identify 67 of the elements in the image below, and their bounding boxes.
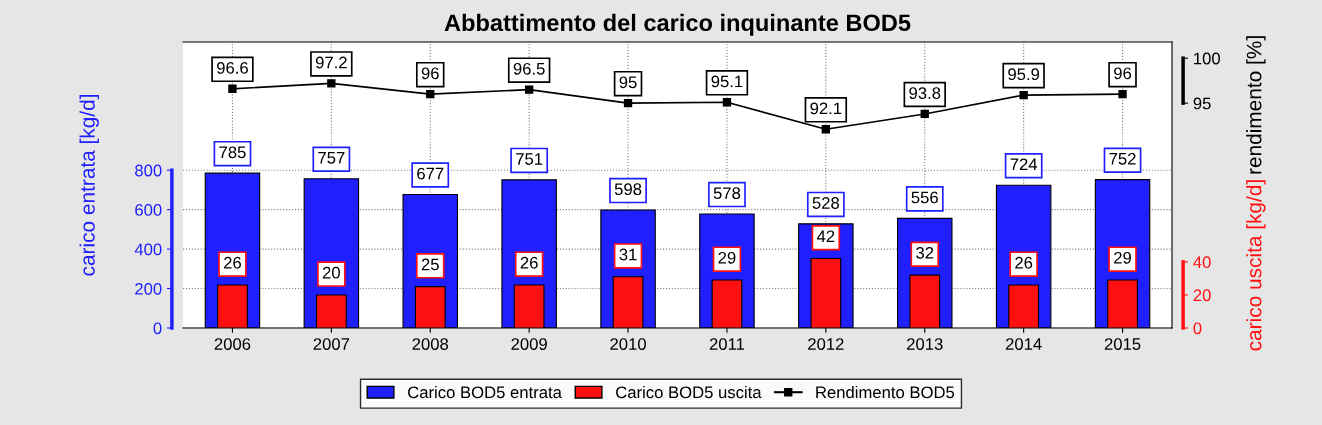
x-tick-label: 2007 <box>313 338 350 350</box>
data-label: 751 <box>516 153 543 165</box>
data-label: 757 <box>318 152 345 164</box>
data-label: 26 <box>224 256 241 269</box>
y-tick-label: 0 <box>153 322 162 335</box>
x-tick-label: 2013 <box>907 338 943 350</box>
data-label: 31 <box>619 248 637 261</box>
data-label: 29 <box>1114 251 1132 264</box>
data-label: 785 <box>219 146 246 159</box>
data-label: 96 <box>421 67 439 80</box>
y-tick-label: 200 <box>135 282 162 295</box>
point <box>1118 89 1127 99</box>
legend-label: Carico BOD5 uscita <box>616 385 762 399</box>
x-tick-label: 2008 <box>412 338 449 350</box>
data-label: 752 <box>1109 152 1136 165</box>
x-tick-label: 2009 <box>511 338 547 350</box>
data-label: 724 <box>1010 158 1038 171</box>
y2-axis-title: carico uscita [kg/d] <box>1246 180 1266 351</box>
data-label: 95.9 <box>1008 68 1040 81</box>
data-label: 598 <box>614 183 642 196</box>
y2-tick-label: 0 <box>1193 322 1202 335</box>
x-tick-label: 2006 <box>214 338 251 350</box>
data-label: 677 <box>417 167 444 180</box>
data-label: 93.8 <box>909 87 941 99</box>
data-label: 528 <box>812 197 840 209</box>
y-tick-label: 600 <box>135 204 162 216</box>
data-label: 96 <box>1114 67 1132 80</box>
y2-tick-label: 20 <box>1193 289 1211 302</box>
data-label: 578 <box>713 187 741 200</box>
data-label: 26 <box>1015 256 1033 269</box>
point <box>327 79 336 88</box>
data-label: 29 <box>718 251 736 264</box>
y3-tick-label: 95 <box>1193 97 1211 110</box>
y3-tick-label: 100 <box>1194 52 1220 65</box>
y-axis-title: carico entrata [kg/d] <box>79 95 99 276</box>
legend-label: Rendimento BOD5 <box>816 385 955 399</box>
data-label: 92.1 <box>810 102 842 115</box>
data-label: 32 <box>916 246 934 259</box>
point <box>228 84 237 93</box>
data-label: 96.5 <box>513 62 545 75</box>
point <box>623 98 633 108</box>
x-tick-label: 2011 <box>709 338 745 350</box>
y-tick-label: 400 <box>134 243 162 256</box>
x-tick-label: 2010 <box>610 338 646 350</box>
x-tick-label: 2012 <box>808 338 844 350</box>
point <box>821 125 831 134</box>
data-label: 95 <box>619 76 637 89</box>
x-tick-label: 2014 <box>1005 338 1042 350</box>
point <box>920 109 929 119</box>
data-label: 97.2 <box>315 56 347 69</box>
point <box>524 85 534 94</box>
y2-tick-label: 40 <box>1193 256 1211 269</box>
data-label: 26 <box>520 256 538 269</box>
legend-label: Carico BOD5 entrata <box>408 385 562 399</box>
y-tick-label: 800 <box>135 164 162 177</box>
point <box>1019 90 1028 100</box>
data-label: 556 <box>911 191 938 204</box>
y3-axis-title: rendimento [%] <box>1246 36 1266 174</box>
data-label: 95.1 <box>711 75 743 88</box>
point <box>722 98 732 107</box>
data-label: 42 <box>816 230 835 243</box>
chart-title: Abbattimento del carico inquinante BOD5 <box>444 13 911 36</box>
data-label: 25 <box>421 258 439 271</box>
data-label: 20 <box>322 266 340 279</box>
x-tick-label: 2015 <box>1104 338 1141 350</box>
point <box>426 89 435 99</box>
data-label: 96.6 <box>217 61 248 74</box>
